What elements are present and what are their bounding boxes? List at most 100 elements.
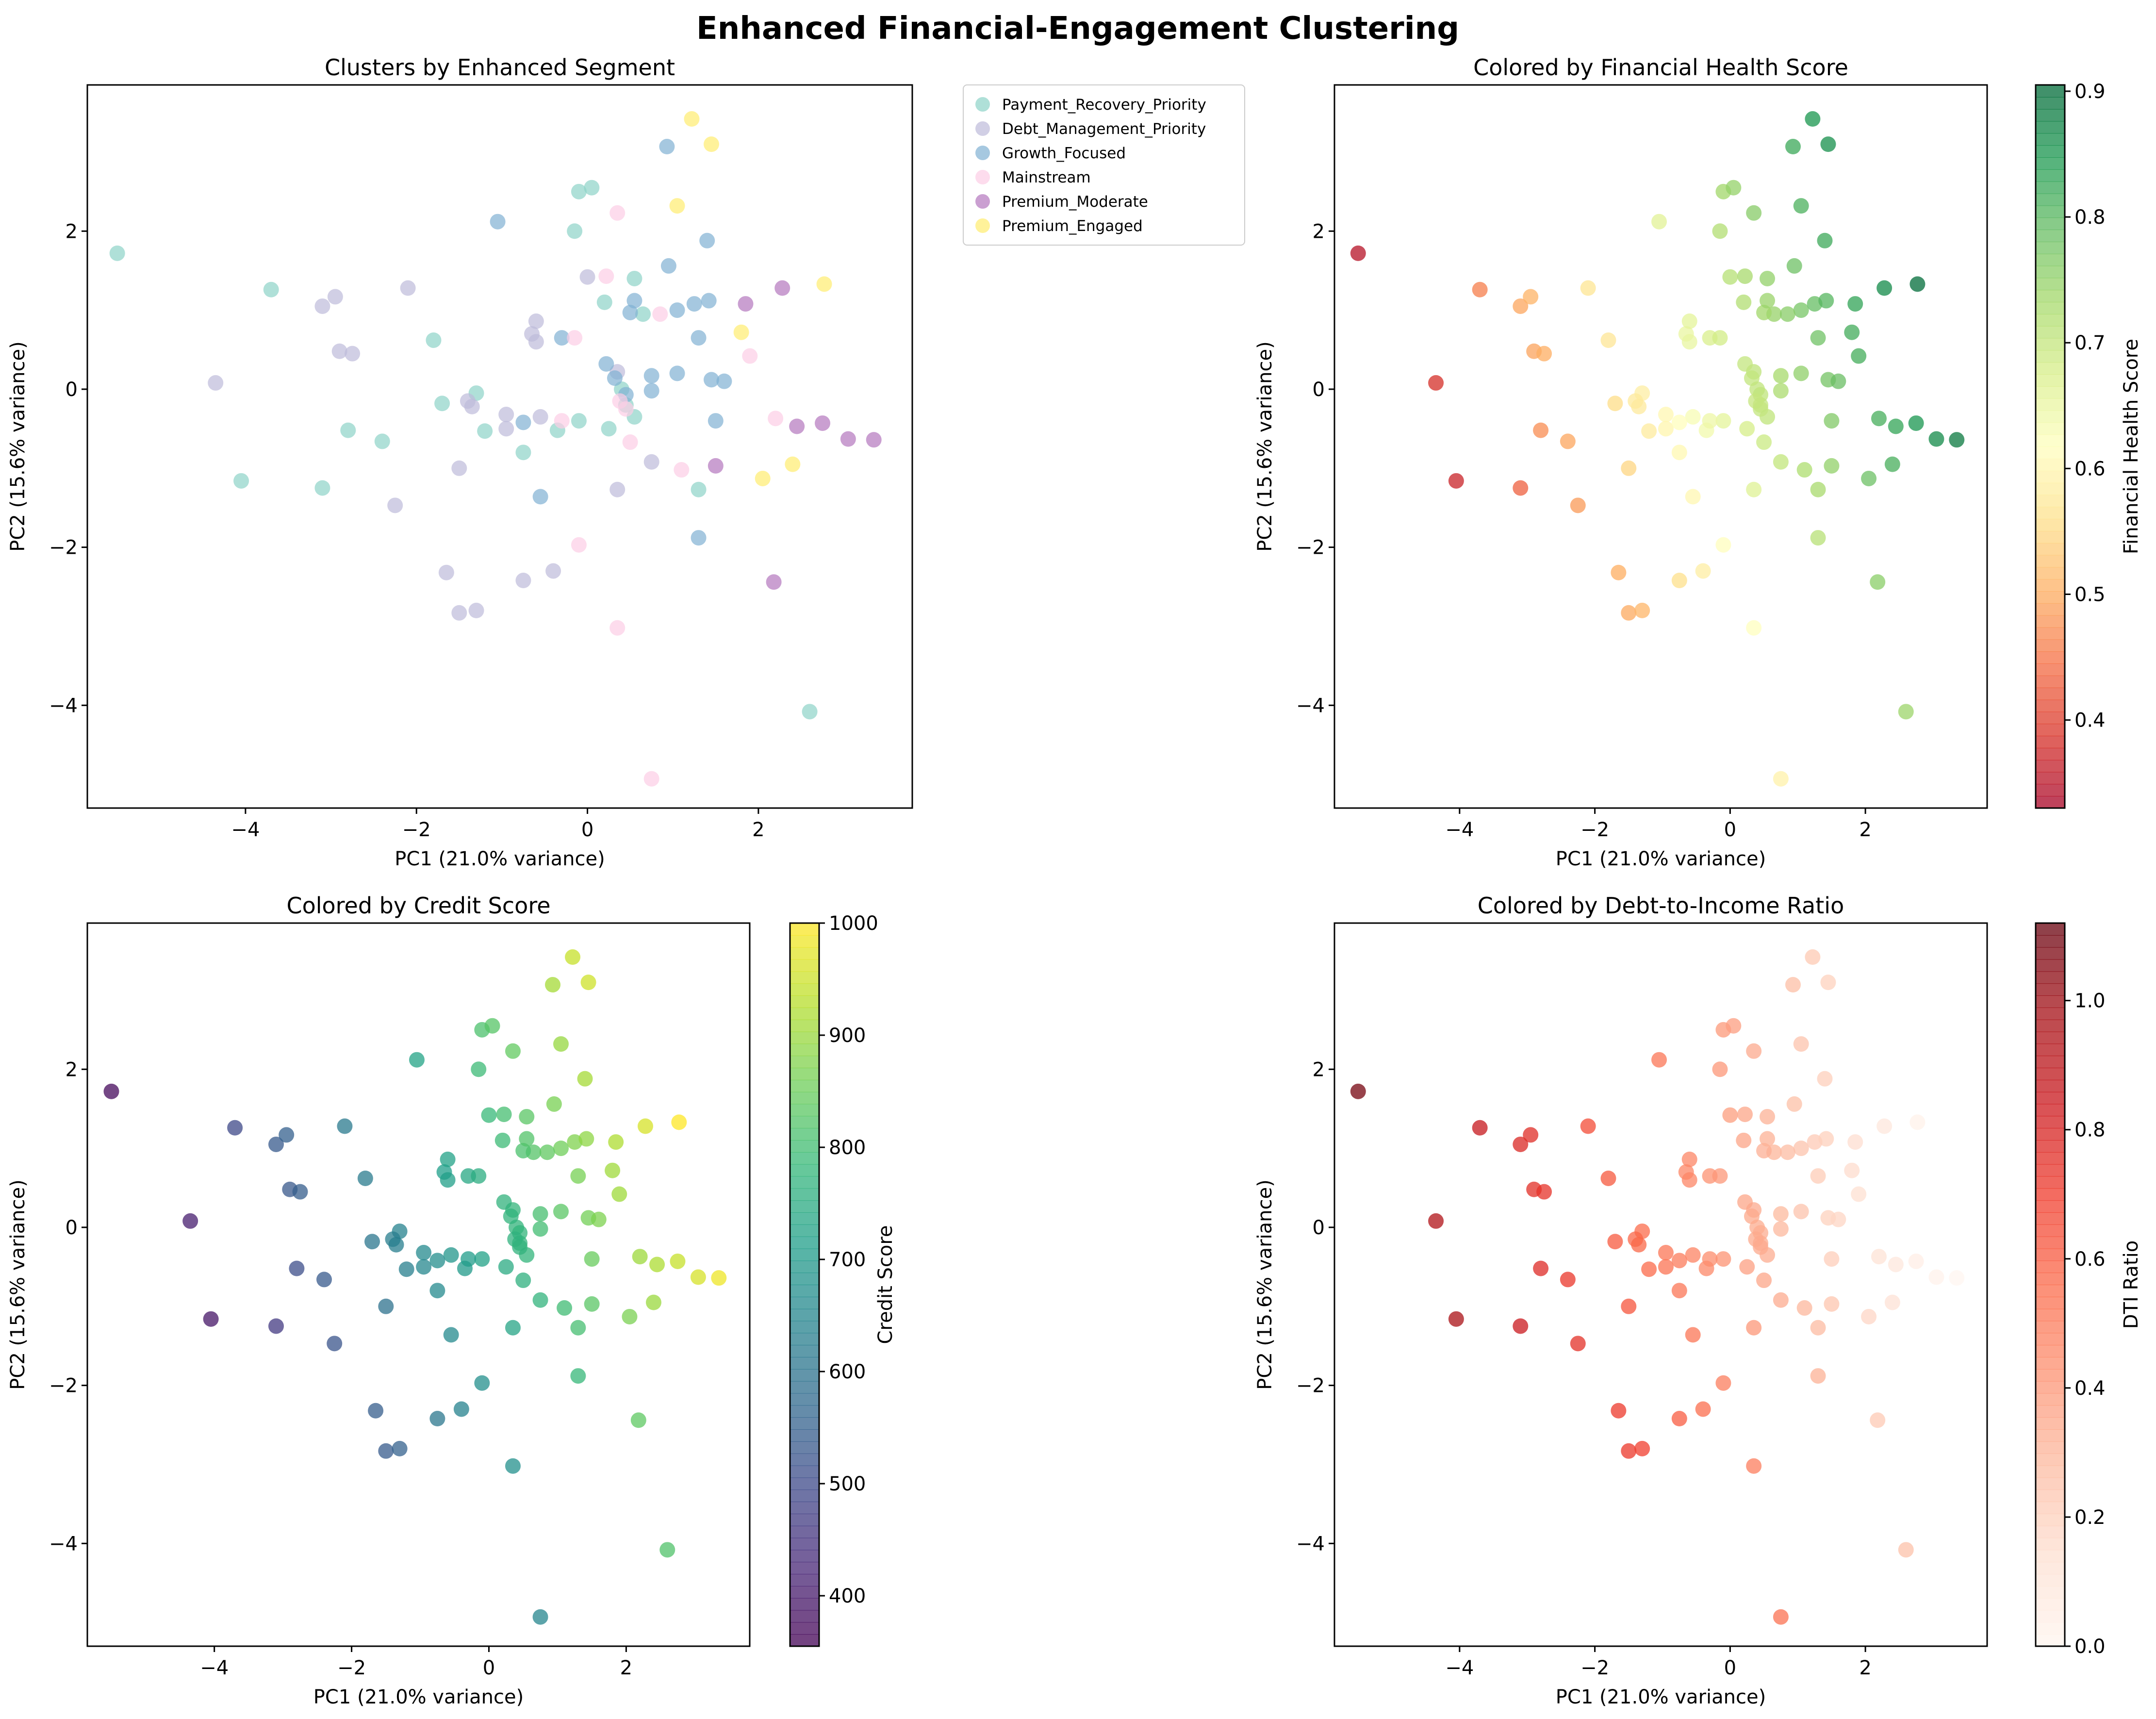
- data-point: [1428, 1213, 1444, 1229]
- plot-frame: [1333, 84, 1988, 809]
- colorbar-frame: [789, 922, 820, 1647]
- subplot-4: Colored by Debt-to-Income Ratio −4 −2 0 2 −4 −…: [1254, 893, 2142, 1708]
- colorbar-segment: [790, 1562, 819, 1574]
- data-point: [553, 1140, 569, 1157]
- data-point: [1760, 1131, 1776, 1147]
- colorbar-segment: [790, 1381, 819, 1394]
- data-point: [519, 1108, 535, 1124]
- data-point: [1753, 401, 1769, 417]
- data-point: [630, 1412, 646, 1428]
- data-point: [1448, 1311, 1464, 1327]
- colorbar-segment: [2036, 1176, 2065, 1189]
- legend-frame: [963, 84, 1245, 246]
- data-point: [1685, 1247, 1701, 1263]
- data-point: [1631, 398, 1647, 414]
- data-point: [426, 332, 442, 348]
- data-point: [567, 330, 583, 346]
- data-point: [1844, 324, 1860, 340]
- colorbar-tick-label: 500: [829, 1473, 866, 1495]
- y-tick-label: −2: [1296, 1375, 1325, 1397]
- data-point: [643, 454, 659, 470]
- colorbar-segment: [2036, 410, 2065, 423]
- colorbar-segment: [2036, 1502, 2065, 1514]
- data-point: [368, 1403, 384, 1419]
- data-point: [1793, 365, 1809, 381]
- colorbar-segment: [2036, 567, 2065, 580]
- colorbar-segment: [790, 1091, 819, 1105]
- data-point: [203, 1311, 219, 1327]
- data-point: [434, 396, 450, 412]
- data-point: [1818, 293, 1834, 309]
- colorbar-segment: [2036, 350, 2065, 363]
- data-point: [1736, 294, 1752, 310]
- data-point: [496, 1194, 512, 1210]
- colorbar-segment: [2036, 555, 2065, 568]
- data-point: [327, 1336, 343, 1352]
- data-point: [1685, 489, 1701, 505]
- colorbar-tick-label: 1.0: [2074, 990, 2106, 1012]
- y-axis-label: PC2 (15.6% variance): [7, 1179, 29, 1389]
- x-tick-label: 0: [483, 1657, 495, 1679]
- data-point: [1805, 111, 1821, 127]
- legend-marker: [975, 97, 990, 112]
- colorbar-segment: [2036, 796, 2065, 809]
- plot-frame: [1333, 922, 1988, 1647]
- colorbar-segment: [790, 1550, 819, 1563]
- colorbar-segment: [2036, 1562, 2065, 1574]
- colorbar-segment: [790, 1417, 819, 1430]
- data-point: [1712, 223, 1728, 239]
- colorbar-segment: [2036, 1405, 2065, 1418]
- colorbar-segment: [2036, 1453, 2065, 1466]
- data-point: [579, 269, 595, 285]
- data-point: [815, 415, 831, 431]
- data-point: [626, 270, 642, 286]
- data-point: [1671, 445, 1687, 461]
- colorbar-label: DTI Ratio: [2120, 1240, 2142, 1329]
- data-point: [546, 1096, 562, 1112]
- colorbar-segment: [2036, 97, 2065, 110]
- colorbar-segment: [2036, 1031, 2065, 1044]
- colorbar-segment: [2036, 1610, 2065, 1623]
- legend-label: Mainstream: [1002, 169, 1091, 186]
- colorbar-segment: [2036, 1634, 2065, 1647]
- data-point: [716, 373, 732, 389]
- data-point: [440, 1172, 456, 1188]
- colorbar-segment: [2036, 1393, 2065, 1406]
- colorbar-segment: [2036, 760, 2065, 773]
- data-point: [766, 574, 782, 590]
- data-point: [1844, 1162, 1860, 1178]
- data-point: [1658, 1259, 1674, 1275]
- colorbar-segment: [2036, 278, 2065, 291]
- data-point: [1634, 602, 1650, 618]
- colorbar-segment: [790, 1056, 819, 1068]
- data-point: [1820, 136, 1836, 152]
- data-point: [1533, 1260, 1549, 1276]
- colorbar-segment: [790, 1200, 819, 1213]
- legend-marker: [975, 170, 990, 184]
- colorbar-segment: [790, 1598, 819, 1611]
- data-point: [1773, 771, 1789, 787]
- colorbar-segment: [2036, 1260, 2065, 1273]
- data-point: [443, 1327, 459, 1343]
- colorbar-segment: [2036, 1441, 2065, 1454]
- colorbar-segment: [2036, 1224, 2065, 1237]
- colorbar-tick-label: 0.0: [2074, 1636, 2106, 1658]
- data-point: [691, 481, 707, 497]
- colorbar-segment: [2036, 1537, 2065, 1551]
- data-point: [1888, 1256, 1904, 1273]
- data-point: [1523, 289, 1539, 305]
- colorbar-segment: [2036, 157, 2065, 170]
- colorbar-segment: [2036, 603, 2065, 616]
- colorbar-label: Credit Score: [874, 1225, 897, 1344]
- colorbar-segment: [2036, 1236, 2065, 1249]
- plot-frame: [86, 922, 751, 1647]
- data-point: [1746, 481, 1762, 497]
- data-point: [1658, 1245, 1674, 1261]
- colorbar-segment: [2036, 1091, 2065, 1105]
- data-point: [1350, 245, 1366, 261]
- data-point: [1773, 383, 1789, 399]
- data-point: [584, 180, 600, 196]
- data-point: [571, 413, 587, 429]
- series-premium-moderate: [708, 280, 882, 590]
- data-point: [1928, 431, 1944, 447]
